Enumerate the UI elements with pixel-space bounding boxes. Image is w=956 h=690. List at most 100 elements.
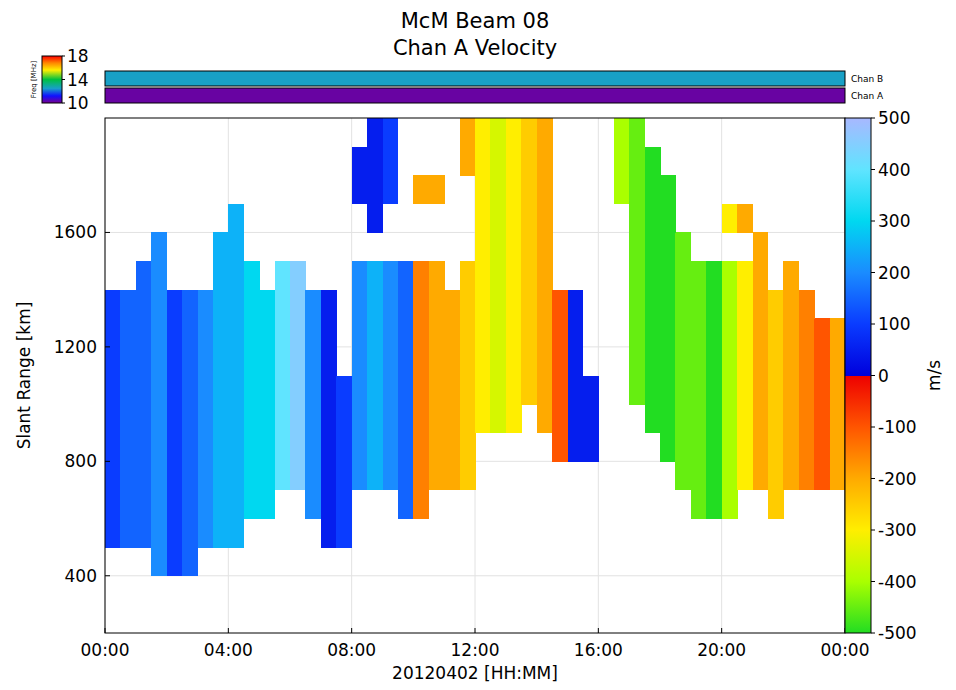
cell bbox=[413, 461, 429, 490]
cell bbox=[460, 318, 476, 347]
cell bbox=[275, 347, 291, 376]
channel-strip bbox=[105, 88, 845, 103]
cell bbox=[367, 347, 383, 376]
tick-label: 12:00 bbox=[451, 640, 500, 660]
cell bbox=[198, 519, 214, 548]
cell bbox=[460, 433, 476, 462]
cell bbox=[367, 318, 383, 347]
cell bbox=[429, 347, 445, 376]
cell bbox=[706, 376, 722, 405]
colorbar-tick bbox=[871, 633, 875, 634]
cell bbox=[506, 175, 522, 204]
cell bbox=[244, 404, 260, 433]
tick bbox=[105, 232, 110, 233]
cell bbox=[244, 347, 260, 376]
cell bbox=[290, 318, 306, 347]
cell bbox=[136, 433, 152, 462]
cell bbox=[413, 376, 429, 405]
cell bbox=[629, 376, 645, 405]
cell bbox=[105, 519, 121, 548]
cell bbox=[691, 347, 707, 376]
cell bbox=[645, 204, 661, 233]
cell bbox=[783, 290, 799, 319]
cell bbox=[213, 347, 229, 376]
cell bbox=[182, 461, 198, 490]
cell bbox=[691, 433, 707, 462]
cell bbox=[120, 404, 136, 433]
tick bbox=[105, 461, 110, 462]
colorbar-label: m/s bbox=[924, 360, 944, 391]
cell bbox=[552, 404, 568, 433]
cell bbox=[228, 404, 244, 433]
cell bbox=[228, 204, 244, 233]
title: McM Beam 08 bbox=[401, 9, 550, 33]
cell bbox=[660, 232, 676, 261]
cell bbox=[830, 376, 845, 405]
tick bbox=[105, 575, 110, 576]
freq-colorbar bbox=[42, 56, 62, 103]
cell bbox=[383, 318, 399, 347]
cell bbox=[830, 404, 845, 433]
cell bbox=[629, 175, 645, 204]
cell bbox=[737, 204, 753, 233]
cell bbox=[413, 490, 429, 519]
cell bbox=[629, 261, 645, 290]
subtitle: Chan A Velocity bbox=[393, 36, 557, 60]
cell bbox=[429, 175, 445, 204]
cell bbox=[629, 290, 645, 319]
cell bbox=[722, 204, 738, 233]
cell bbox=[537, 318, 553, 347]
cell bbox=[768, 404, 784, 433]
cell bbox=[167, 433, 183, 462]
cell bbox=[521, 175, 537, 204]
cell bbox=[722, 490, 738, 519]
cell bbox=[198, 404, 214, 433]
cell bbox=[105, 404, 121, 433]
cell bbox=[367, 175, 383, 204]
cell bbox=[321, 404, 337, 433]
cell bbox=[352, 461, 368, 490]
colorbar-tick bbox=[871, 427, 875, 428]
cell bbox=[244, 318, 260, 347]
cell bbox=[645, 232, 661, 261]
tick-label: 08:00 bbox=[327, 640, 376, 660]
freq-tick bbox=[62, 79, 65, 80]
cell bbox=[660, 404, 676, 433]
cell bbox=[398, 290, 414, 319]
cell bbox=[506, 204, 522, 233]
cell bbox=[706, 461, 722, 490]
cell bbox=[259, 404, 275, 433]
cell bbox=[506, 118, 522, 147]
cell bbox=[722, 461, 738, 490]
grid bbox=[105, 118, 845, 633]
cell bbox=[645, 318, 661, 347]
cell bbox=[383, 290, 399, 319]
cell bbox=[228, 347, 244, 376]
cell bbox=[537, 404, 553, 433]
tick bbox=[475, 628, 476, 633]
cell bbox=[706, 433, 722, 462]
colorbar-tick bbox=[871, 169, 875, 170]
cell bbox=[645, 147, 661, 176]
cell bbox=[398, 490, 414, 519]
cell bbox=[490, 376, 506, 405]
cell bbox=[675, 261, 691, 290]
cell bbox=[645, 404, 661, 433]
cell bbox=[413, 433, 429, 462]
cell bbox=[321, 433, 337, 462]
cell bbox=[105, 318, 121, 347]
cell bbox=[182, 290, 198, 319]
cell bbox=[537, 147, 553, 176]
cell bbox=[167, 404, 183, 433]
cell bbox=[521, 347, 537, 376]
cell bbox=[552, 376, 568, 405]
cell bbox=[460, 118, 476, 147]
cell bbox=[753, 404, 769, 433]
tick-label: 400 bbox=[65, 566, 97, 586]
cell bbox=[429, 318, 445, 347]
cell bbox=[660, 347, 676, 376]
cell bbox=[552, 318, 568, 347]
cell bbox=[429, 290, 445, 319]
cell bbox=[336, 519, 352, 548]
tick bbox=[351, 628, 352, 633]
